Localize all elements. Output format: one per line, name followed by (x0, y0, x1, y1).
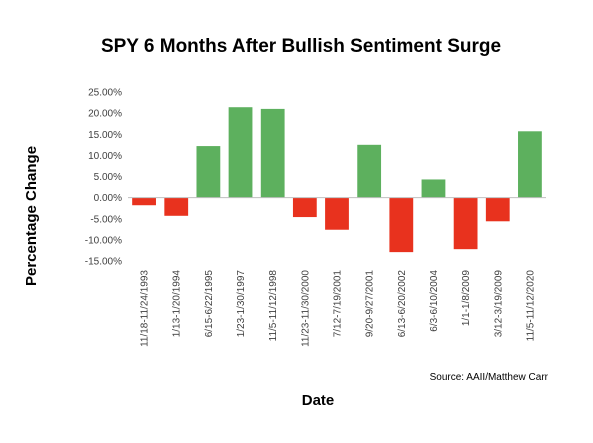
x-tick-label: 6/15-6/22/1995 (204, 270, 215, 338)
x-tick-label: 11/23-11/30/2000 (300, 270, 311, 347)
x-tick-label: 1/1-1/8/2009 (461, 270, 472, 327)
y-axis-tick-labels: 25.00% 20.00% 15.00% 10.00% 5.00% 0.00% -5.00%… (85, 88, 122, 268)
y-tick-label: 15.00% (88, 130, 122, 141)
bar (228, 107, 253, 198)
x-axis-tick-labels: 11/18-11/24/1993 1/13-1/20/1994 6/15-6/22/… (140, 270, 537, 347)
x-tick-label: 11/5-11/12/1998 (268, 270, 279, 342)
bars (132, 107, 542, 253)
x-axis-title: Date (302, 392, 335, 409)
bar (292, 197, 317, 218)
bar (164, 197, 189, 216)
bar (357, 144, 382, 198)
bar (389, 197, 414, 253)
bar (485, 197, 510, 222)
y-tick-label: 10.00% (88, 151, 122, 162)
plot-area: 25.00% 20.00% 15.00% 10.00% 5.00% 0.00% -5.00%… (85, 88, 546, 347)
y-tick-label: -10.00% (85, 235, 122, 246)
bar (325, 197, 349, 230)
x-tick-label: 3/12-3/19/2009 (493, 270, 504, 338)
source-note: Source: AAII/Matthew Carr (430, 372, 549, 383)
x-tick-label: 11/5-11/12/2020 (525, 270, 536, 342)
y-tick-label: 25.00% (88, 88, 122, 99)
bar (132, 197, 156, 206)
bar (196, 146, 221, 198)
bar (453, 197, 478, 250)
y-tick-label: -15.00% (85, 257, 122, 268)
y-tick-label: -5.00% (90, 214, 122, 225)
y-tick-label: 20.00% (88, 109, 122, 120)
x-tick-label: 9/20-9/27/2001 (365, 270, 376, 338)
x-tick-label: 6/3-6/10/2004 (429, 270, 440, 332)
y-tick-label: 5.00% (94, 172, 122, 183)
x-tick-label: 7/12-7/19/2001 (333, 270, 344, 338)
y-tick-label: 0.00% (94, 193, 122, 204)
bar (518, 131, 542, 198)
chart-title: SPY 6 Months After Bullish Sentiment Sur… (101, 36, 501, 57)
x-tick-label: 1/13-1/20/1994 (172, 270, 183, 338)
x-tick-label: 6/13-6/20/2002 (397, 270, 408, 338)
bar (260, 108, 285, 198)
x-tick-label: 1/23-1/30/1997 (236, 270, 247, 338)
x-tick-label: 11/18-11/24/1993 (140, 270, 151, 347)
y-axis-title: Percentage Change (23, 146, 40, 286)
bar (421, 179, 446, 198)
